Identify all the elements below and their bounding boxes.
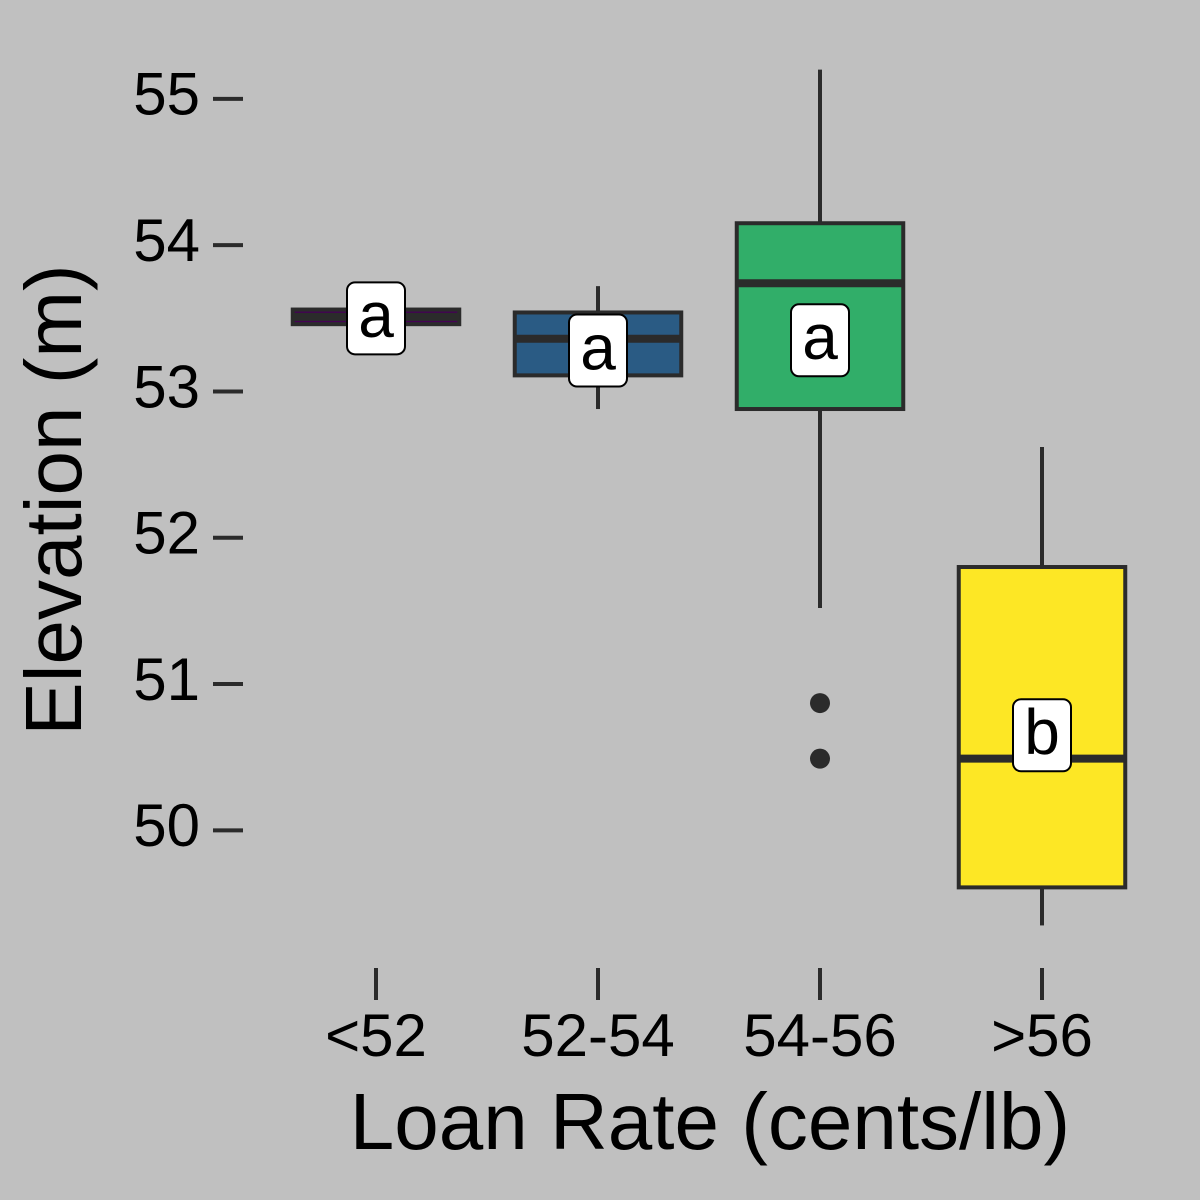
y-tick-label: 52 — [133, 500, 200, 567]
group-letter: b — [1024, 696, 1060, 768]
y-tick-label: 55 — [133, 61, 200, 128]
letter-box — [568, 313, 628, 388]
y-tick-label: 51 — [133, 646, 200, 713]
group-letter: a — [802, 301, 838, 373]
letter-box — [790, 303, 850, 378]
x-tick-label: 54-56 — [743, 1002, 896, 1069]
x-axis-title: Loan Rate (cents/lb) — [350, 1077, 1070, 1166]
x-tick-label: >56 — [991, 1002, 1093, 1069]
group-letter: a — [358, 279, 394, 351]
y-tick-label: 53 — [133, 353, 200, 420]
y-tick-label: 50 — [133, 792, 200, 859]
y-axis-title: Elevation (m) — [9, 264, 98, 735]
outlier — [810, 693, 830, 714]
x-tick-label: <52 — [325, 1002, 427, 1069]
group-letter: a — [580, 311, 616, 383]
y-tick-label: 54 — [133, 207, 200, 274]
x-tick-label: 52-54 — [521, 1002, 674, 1069]
letter-box — [346, 281, 406, 356]
letter-box — [1012, 698, 1072, 773]
outlier — [810, 748, 830, 769]
